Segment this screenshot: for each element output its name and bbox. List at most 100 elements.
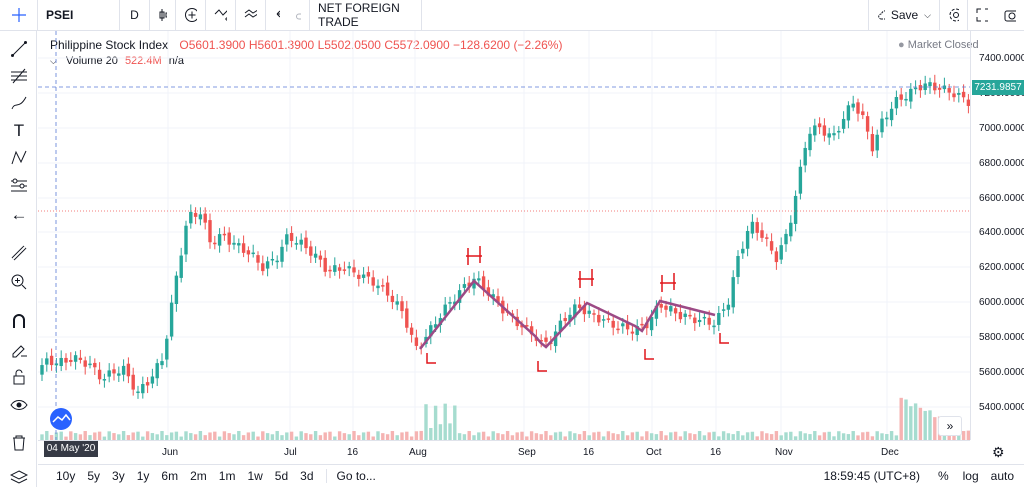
timeframe-10y[interactable]: 10y — [56, 469, 76, 483]
timeframe-3y[interactable]: 3y — [112, 469, 125, 483]
ruler-icon[interactable] — [9, 243, 29, 263]
zoom-in-icon[interactable] — [9, 272, 29, 292]
settings-icon[interactable] — [940, 0, 968, 31]
percent-toggle[interactable]: % — [937, 469, 949, 483]
timeframe-6m[interactable]: 6m — [161, 469, 179, 483]
magnet-icon[interactable] — [9, 311, 29, 331]
candle-body — [726, 304, 731, 310]
back-arrow-icon[interactable]: ← — [10, 205, 28, 224]
timeframe-2m[interactable]: 2m — [190, 469, 207, 483]
camera-icon[interactable] — [996, 0, 1024, 31]
auto-toggle[interactable]: auto — [990, 469, 1014, 483]
eye-icon[interactable] — [9, 395, 29, 415]
timeframe-5d[interactable]: 5d — [274, 469, 289, 483]
timeframe-1w[interactable]: 1w — [247, 469, 263, 483]
volume-bar — [534, 433, 539, 440]
candle-body — [174, 275, 179, 305]
volume-bar — [457, 433, 462, 440]
time-axis[interactable] — [38, 440, 970, 465]
candle-body — [169, 302, 174, 337]
annotation-l[interactable] — [426, 353, 436, 364]
crosshair-icon[interactable] — [0, 0, 38, 31]
volume-bar — [669, 432, 673, 440]
timeframe-3d[interactable]: 3d — [300, 469, 314, 483]
candle-body — [309, 246, 313, 256]
symbol-title[interactable]: Philippine Stock Index — [50, 38, 169, 52]
fib-tool-icon[interactable] — [9, 66, 29, 86]
volume-bar — [645, 431, 649, 440]
price-axis[interactable]: 7400.00007200.00007000.00006800.00006600… — [970, 31, 1024, 440]
scroll-to-realtime-icon[interactable]: » — [938, 416, 962, 436]
redo-icon[interactable] — [288, 0, 310, 31]
brush-icon[interactable] — [9, 93, 29, 113]
annotation-l[interactable] — [537, 361, 547, 372]
candle-body — [462, 284, 467, 288]
layers-icon[interactable] — [9, 467, 29, 487]
pattern-tool-icon[interactable] — [9, 148, 29, 168]
annotation-h[interactable] — [578, 269, 594, 288]
timeframe-5y[interactable]: 5y — [87, 469, 101, 483]
trend-line-icon[interactable] — [9, 39, 29, 59]
text-tool-icon[interactable]: T — [13, 121, 25, 140]
volume-bar — [251, 431, 255, 440]
candle-body — [904, 98, 908, 101]
volume-bar — [145, 431, 150, 440]
stay-drawing-icon[interactable] — [9, 339, 29, 359]
save-button[interactable]: Save ⌵ — [868, 0, 940, 31]
trash-icon[interactable] — [9, 433, 29, 453]
indicators-icon[interactable] — [206, 0, 236, 31]
volume-bar — [525, 436, 529, 440]
candles-icon[interactable] — [150, 0, 176, 31]
volume-bar — [933, 417, 937, 440]
clock[interactable]: 18:59:45 (UTC+8) — [823, 469, 920, 483]
templates-icon[interactable] — [236, 0, 266, 31]
volume-bar — [827, 431, 831, 440]
interval-button[interactable]: D — [120, 0, 150, 31]
volume-bar — [625, 435, 630, 440]
log-toggle[interactable]: log — [962, 469, 979, 483]
volume-bar — [621, 431, 625, 440]
candle-body — [529, 326, 534, 335]
price-chart[interactable] — [38, 31, 970, 440]
price-label: 5800.0000 — [979, 332, 1024, 343]
time-label: 16 — [583, 447, 595, 458]
volume-bar — [385, 434, 390, 440]
head-shoulders-pattern[interactable] — [419, 279, 716, 350]
volume-bar — [117, 434, 121, 440]
volume-bar — [851, 431, 855, 440]
volume-bar — [285, 432, 289, 440]
timeframe-1m[interactable]: 1m — [218, 469, 236, 483]
candle-body — [707, 317, 711, 325]
volume-bar — [870, 436, 875, 440]
timeframe-1y[interactable]: 1y — [136, 469, 150, 483]
prediction-tool-icon[interactable] — [9, 176, 29, 196]
fullscreen-icon[interactable] — [968, 0, 996, 31]
volume-bar — [520, 431, 524, 440]
price-label: 6600.0000 — [979, 193, 1024, 204]
undo-icon[interactable] — [266, 0, 288, 31]
top-toolbar: PSEI D NET FOREIGN TRADE Save ⌵ — [0, 0, 1024, 31]
compare-add-icon[interactable] — [176, 0, 206, 31]
volume-bar — [366, 431, 371, 440]
annotation-h[interactable] — [466, 246, 482, 265]
lock-icon[interactable] — [9, 367, 29, 387]
axis-settings-icon[interactable]: ⚙ — [992, 444, 1005, 460]
candle-body — [755, 222, 759, 233]
volume-bar — [304, 433, 308, 440]
annotation-h[interactable] — [660, 273, 676, 292]
annotation-l[interactable] — [719, 333, 729, 344]
indicator-tab[interactable]: NET FOREIGN TRADE — [310, 0, 422, 31]
annotation-l[interactable] — [644, 349, 654, 360]
chevron-down-icon[interactable]: ⌵ — [50, 56, 57, 66]
volume-bar — [635, 431, 639, 440]
symbol-search[interactable]: PSEI — [38, 0, 120, 31]
goto-button[interactable]: Go to... — [325, 469, 386, 483]
candle-body — [299, 239, 303, 245]
candle-body — [184, 225, 188, 255]
tradingview-logo[interactable] — [50, 408, 72, 430]
volume-bar — [577, 434, 582, 440]
candle-body — [928, 82, 932, 87]
chevron-down-icon: ⌵ — [924, 9, 931, 20]
candle-body — [544, 337, 548, 342]
volume-bar — [93, 432, 97, 440]
